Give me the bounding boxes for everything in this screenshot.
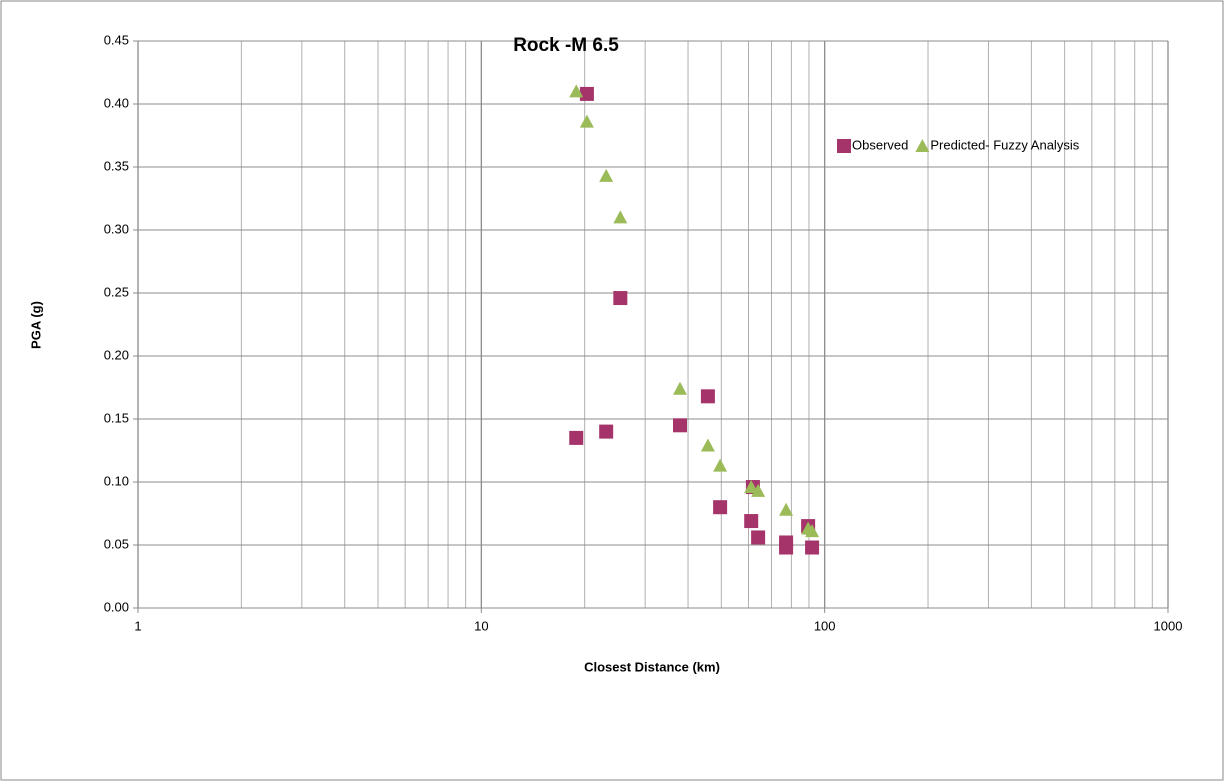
x-tick-label: 10 bbox=[474, 618, 488, 633]
y-tick-label: 0.35 bbox=[104, 158, 129, 173]
triangle-marker bbox=[713, 458, 728, 472]
triangle-marker bbox=[779, 502, 794, 516]
y-tick-label: 0.40 bbox=[104, 95, 129, 110]
square-marker bbox=[672, 418, 687, 433]
triangle-marker bbox=[579, 114, 594, 128]
y-tick-label: 0.20 bbox=[104, 347, 129, 362]
legend-item: Predicted- Fuzzy Analysis bbox=[915, 137, 1080, 152]
y-tick-label: 0.10 bbox=[104, 473, 129, 488]
y-tick-label: 0.15 bbox=[104, 410, 129, 425]
legend-item: Observed bbox=[837, 137, 908, 153]
y-tick-label: 0.05 bbox=[104, 536, 129, 551]
triangle-marker bbox=[569, 84, 584, 98]
square-marker bbox=[744, 514, 759, 529]
x-tick-label: 100 bbox=[814, 618, 836, 633]
square-marker bbox=[599, 424, 614, 439]
y-tick-label: 0.30 bbox=[104, 221, 129, 236]
triangle-marker bbox=[744, 480, 759, 494]
square-marker bbox=[779, 540, 794, 555]
marks bbox=[569, 84, 820, 555]
square-marker bbox=[751, 530, 766, 545]
x-tick-label: 1 bbox=[134, 618, 141, 633]
triangle-marker bbox=[751, 483, 766, 497]
chart-title: Rock -M 6.5 bbox=[513, 35, 619, 56]
triangle-marker bbox=[700, 438, 715, 452]
square-marker bbox=[837, 139, 851, 153]
square-marker bbox=[713, 500, 728, 515]
y-tick-label: 0.00 bbox=[104, 599, 129, 614]
legend-label: Observed bbox=[852, 137, 908, 152]
y-tick-label: 0.45 bbox=[104, 32, 129, 47]
grid bbox=[133, 40, 1169, 613]
square-marker bbox=[579, 86, 594, 101]
square-marker bbox=[613, 291, 628, 306]
square-marker bbox=[569, 430, 584, 445]
square-marker bbox=[805, 540, 820, 555]
y-axis-label: PGA (g) bbox=[28, 301, 43, 349]
x-axis-label: Closest Distance (km) bbox=[584, 659, 720, 674]
x-tick-label: 1000 bbox=[1154, 618, 1183, 633]
triangle-marker bbox=[599, 168, 614, 182]
square-marker bbox=[700, 389, 715, 404]
legend-label: Predicted- Fuzzy Analysis bbox=[930, 137, 1079, 152]
triangle-marker bbox=[613, 210, 628, 224]
triangle-marker bbox=[672, 381, 687, 395]
triangle-marker bbox=[805, 524, 820, 538]
triangle-marker bbox=[915, 139, 930, 152]
y-tick-label: 0.25 bbox=[104, 284, 129, 299]
